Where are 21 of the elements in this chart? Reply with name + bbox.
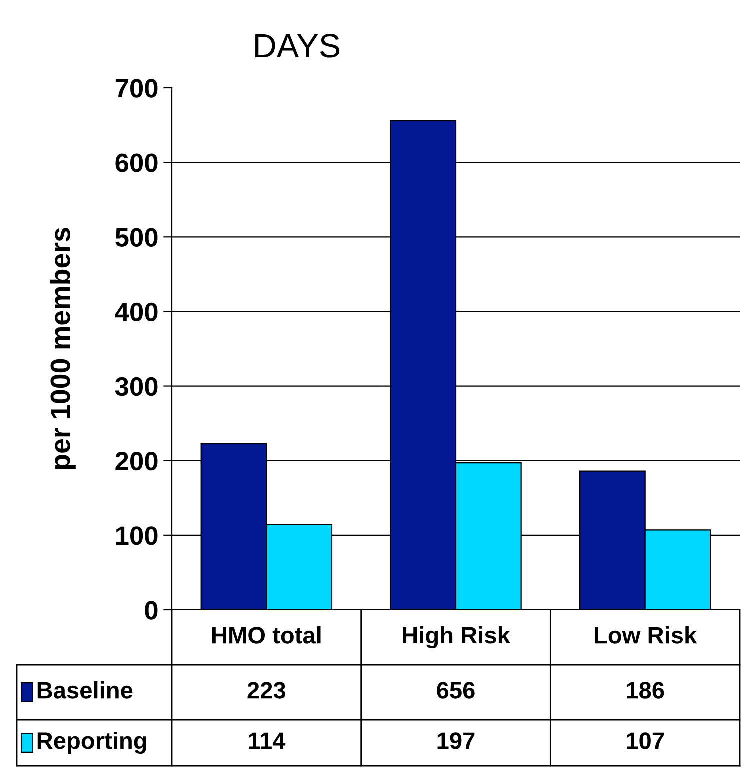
- y-axis-title: per 1000 members: [50, 228, 76, 470]
- y-tick-label: 700: [116, 79, 158, 98]
- data-label: 656: [437, 682, 475, 699]
- y-tick-label: 100: [116, 526, 158, 546]
- chart-title: DAYS: [256, 34, 340, 58]
- y-tick-label: 500: [116, 228, 158, 247]
- data-label: 114: [249, 732, 286, 750]
- data-label: 197: [438, 732, 475, 750]
- y-tick-label: 200: [116, 452, 158, 471]
- y-tick-label: 300: [115, 377, 158, 396]
- y-tick-label: 400: [115, 302, 158, 322]
- y-tick-label: 600: [116, 154, 158, 172]
- y-tick-label: 0: [145, 601, 158, 620]
- data-label: 107: [627, 732, 664, 750]
- legend-label: Baseline: [38, 681, 133, 699]
- x-tick-label: Low Risk: [595, 626, 698, 644]
- x-tick-label: High Risk: [403, 626, 510, 649]
- x-tick-label: HMO total: [212, 626, 321, 644]
- data-label: 186: [627, 682, 664, 699]
- legend-label: Reporting: [38, 732, 146, 754]
- data-label: 223: [248, 682, 286, 699]
